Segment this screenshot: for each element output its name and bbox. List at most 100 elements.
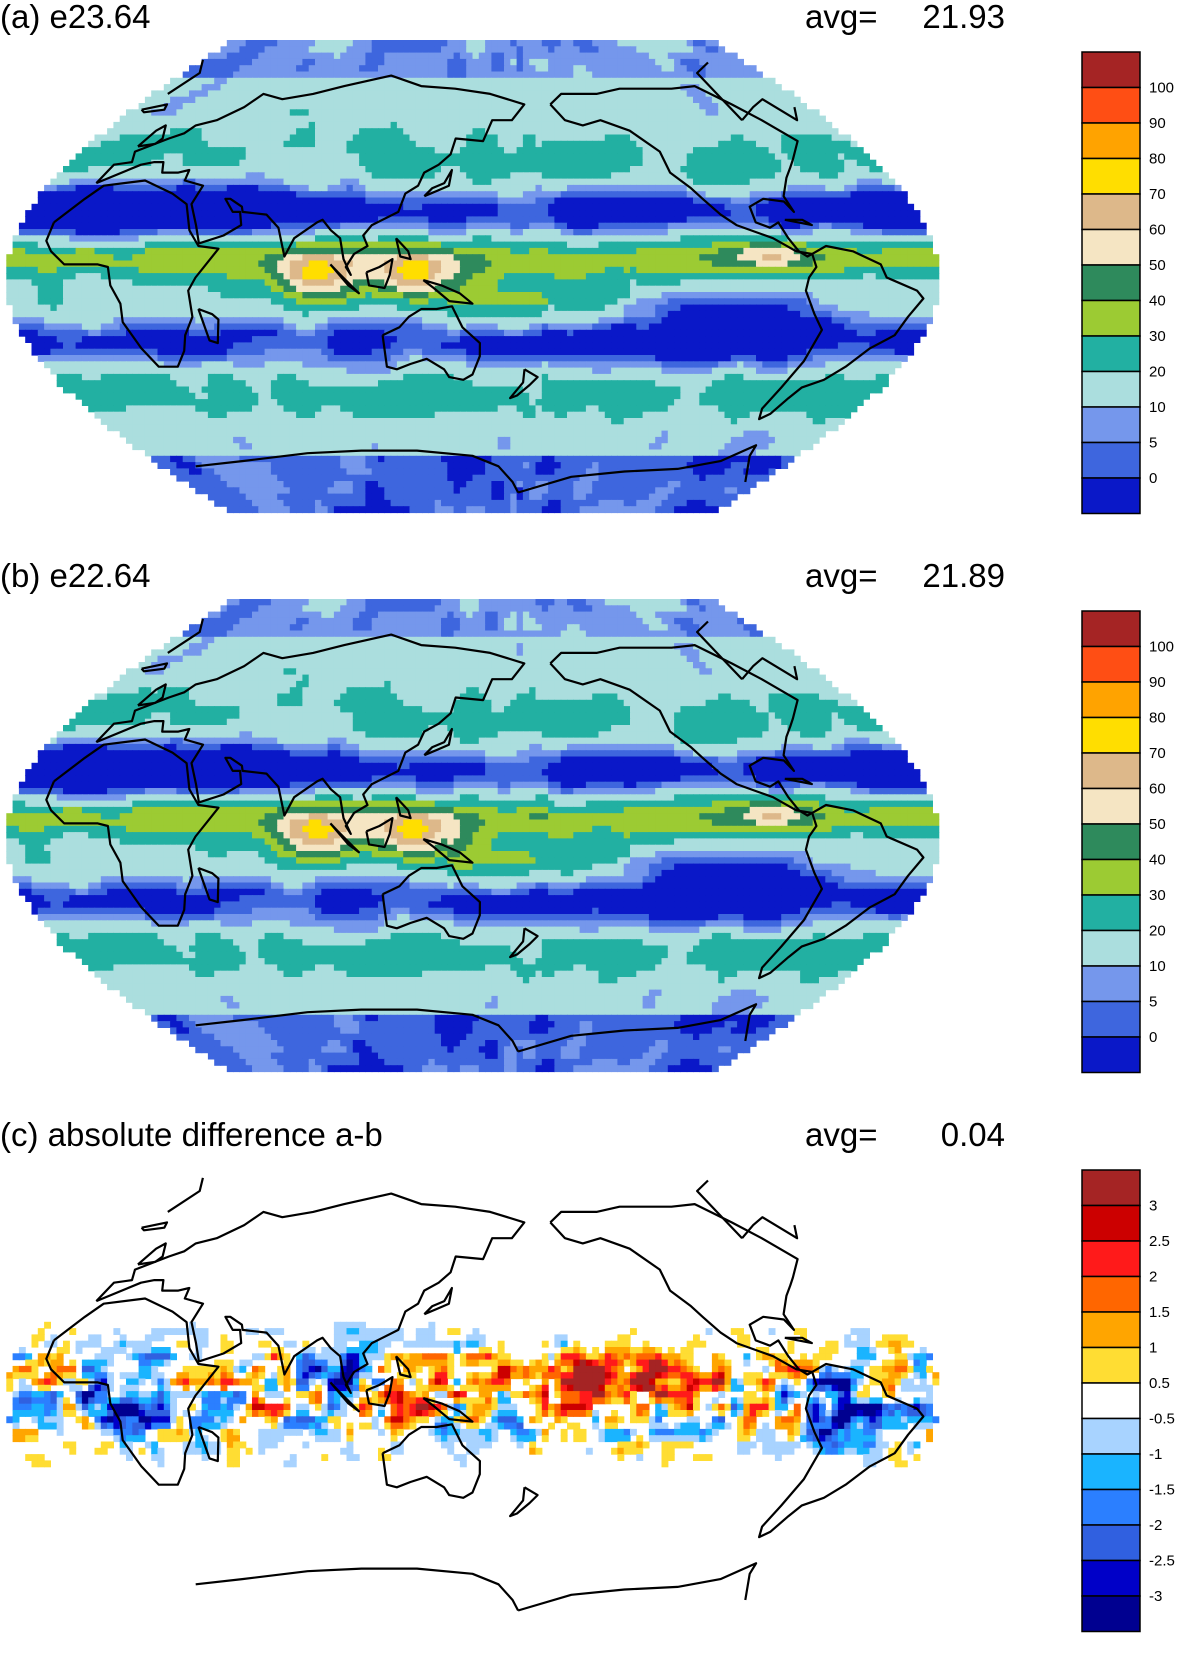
- map-grid-cell: [365, 178, 373, 186]
- map-grid-cell: [718, 216, 726, 224]
- map-grid-cell: [674, 178, 681, 186]
- map-grid-cell: [636, 279, 644, 287]
- map-grid-cell: [63, 254, 70, 262]
- map-grid-cell: [100, 191, 108, 199]
- map-grid-cell: [378, 134, 385, 142]
- map-grid-cell: [201, 266, 209, 274]
- map-grid-cell: [138, 147, 146, 154]
- map-grid-cell: [25, 285, 33, 293]
- map-grid-cell: [743, 115, 751, 123]
- map-grid-cell: [585, 184, 593, 192]
- map-grid-cell: [623, 65, 631, 73]
- map-grid-cell: [844, 254, 852, 262]
- map-grid-cell: [302, 103, 310, 110]
- map-grid-cell: [258, 153, 266, 161]
- map-grid-cell: [806, 159, 814, 167]
- map-grid-cell: [346, 241, 354, 249]
- map-grid-cell: [693, 140, 700, 148]
- map-grid-cell: [781, 203, 789, 211]
- map-grid-cell: [107, 229, 114, 236]
- map-grid-cell: [378, 128, 385, 136]
- map-grid-cell: [50, 191, 58, 199]
- map-grid-cell: [327, 197, 335, 205]
- map-grid-cell: [913, 216, 921, 224]
- map-grid-cell: [396, 191, 404, 199]
- map-grid-cell: [302, 140, 310, 148]
- map-grid-cell: [81, 184, 89, 192]
- map-grid-cell: [699, 216, 707, 224]
- map-grid-cell: [315, 96, 322, 104]
- map-grid-cell: [176, 147, 184, 154]
- map-grid-cell: [201, 109, 209, 117]
- map-grid-cell: [56, 247, 64, 255]
- map-grid-cell: [138, 285, 146, 293]
- map-grid-cell: [781, 172, 789, 180]
- map-grid-cell: [579, 235, 587, 243]
- map-grid-cell: [718, 153, 726, 161]
- map-grid-cell: [81, 166, 89, 173]
- map-grid-cell: [598, 96, 606, 104]
- map-grid-cell: [214, 260, 222, 268]
- map-grid-cell: [485, 222, 492, 230]
- map-grid-cell: [642, 178, 650, 186]
- map-grid-cell: [31, 285, 39, 293]
- map-grid-cell: [648, 159, 656, 167]
- map-grid-cell: [63, 197, 70, 205]
- map-grid-cell: [327, 147, 335, 154]
- map-grid-cell: [447, 247, 455, 255]
- map-grid-cell: [756, 247, 763, 255]
- map-grid-cell: [6, 292, 14, 299]
- map-grid-cell: [365, 140, 373, 148]
- map-grid-cell: [642, 216, 650, 224]
- map-grid-cell: [819, 216, 826, 224]
- map-grid-cell: [497, 103, 505, 110]
- map-grid-cell: [239, 96, 247, 104]
- map-grid-cell: [302, 84, 310, 91]
- map-grid-cell: [737, 197, 744, 205]
- map-grid-cell: [88, 172, 96, 180]
- map-grid-cell: [207, 260, 215, 268]
- map-grid-cell: [447, 197, 455, 205]
- map-grid-cell: [611, 103, 618, 110]
- map-grid-cell: [724, 260, 732, 268]
- map-grid-cell: [800, 140, 807, 148]
- map-grid-cell: [693, 90, 700, 98]
- map-grid-cell: [863, 178, 870, 186]
- map-grid-cell: [428, 147, 436, 154]
- map-grid-cell: [396, 96, 404, 104]
- map-grid-cell: [548, 128, 555, 136]
- map-grid-cell: [434, 134, 442, 142]
- map-grid-cell: [491, 266, 499, 274]
- map-grid-cell: [365, 172, 373, 180]
- map-grid-cell: [667, 65, 675, 73]
- map-grid-cell: [226, 235, 234, 243]
- map-grid-cell: [327, 40, 335, 47]
- map-grid-cell: [207, 65, 215, 73]
- map-grid-cell: [869, 235, 877, 243]
- map-grid-cell: [289, 292, 297, 299]
- map-grid-cell: [396, 254, 404, 262]
- map-grid-cell: [472, 229, 480, 236]
- map-grid-cell: [793, 203, 801, 211]
- map-grid-cell: [592, 254, 600, 262]
- map-grid-cell: [296, 159, 303, 167]
- map-grid-cell: [585, 159, 593, 167]
- map-grid-cell: [756, 71, 763, 79]
- map-grid-cell: [315, 184, 322, 192]
- map-grid-cell: [636, 285, 644, 293]
- map-grid-cell: [81, 210, 89, 217]
- map-grid-cell: [403, 84, 411, 91]
- map-grid-cell: [819, 184, 826, 192]
- map-grid-cell: [415, 191, 423, 199]
- map-grid-cell: [598, 178, 606, 186]
- map-grid-cell: [409, 178, 417, 186]
- map-grid-cell: [182, 109, 190, 117]
- map-grid-cell: [415, 84, 423, 91]
- map-grid-cell: [50, 292, 58, 299]
- map-grid-cell: [535, 166, 543, 173]
- map-grid-cell: [201, 140, 209, 148]
- map-grid-cell: [674, 58, 681, 66]
- map-grid-cell: [529, 96, 537, 104]
- map-grid-cell: [541, 266, 549, 274]
- map-grid-cell: [579, 109, 587, 117]
